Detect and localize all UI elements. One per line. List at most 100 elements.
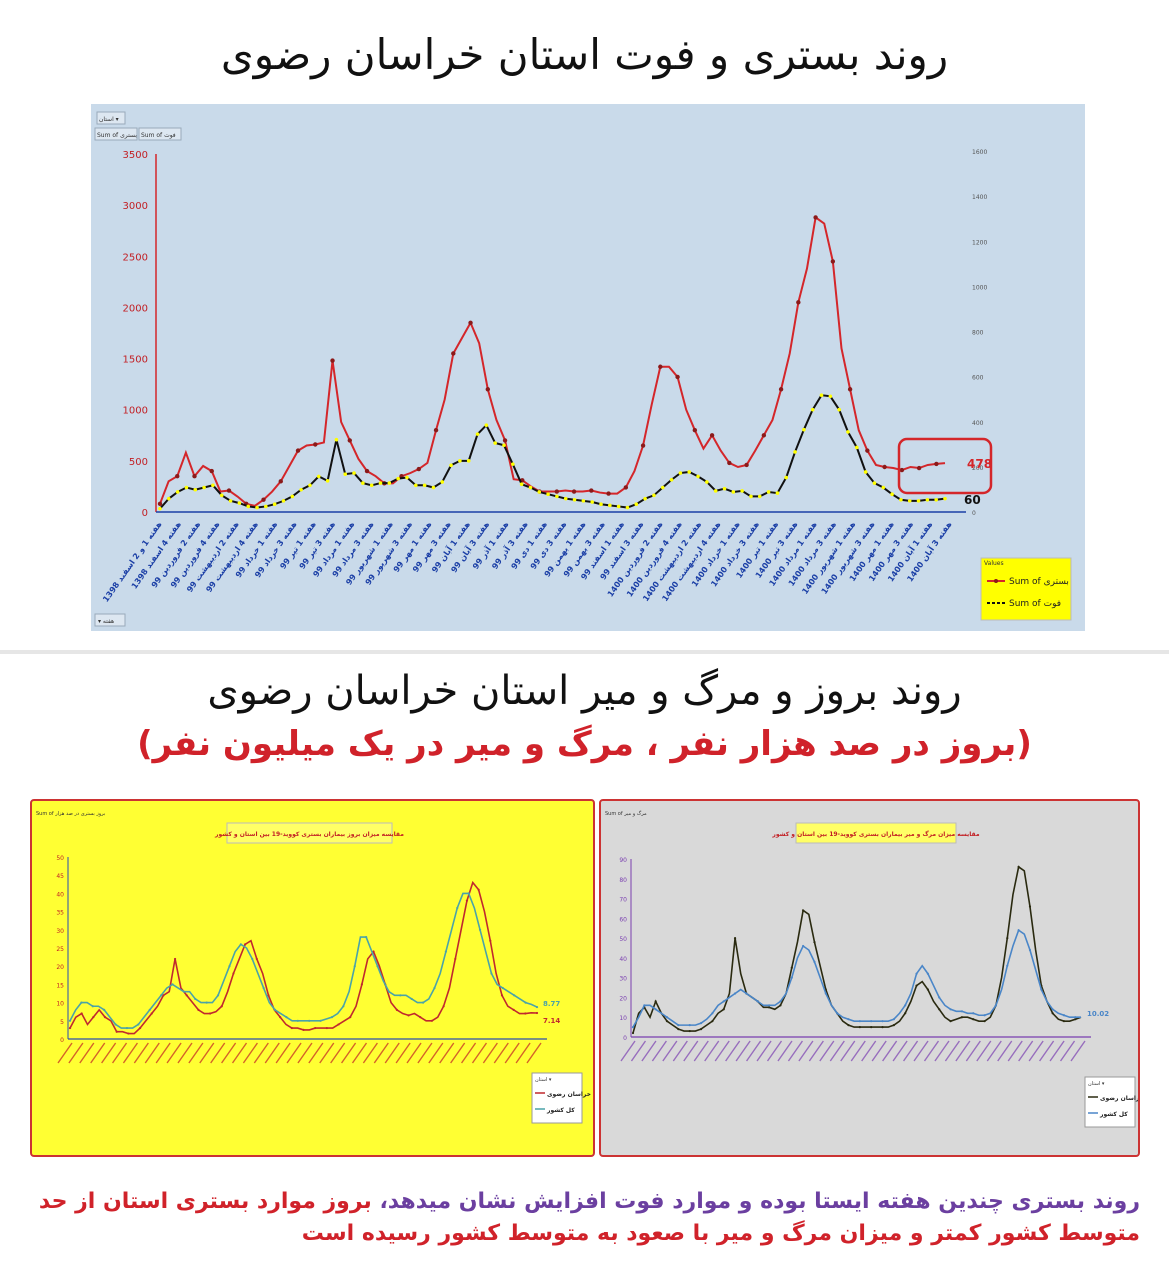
x-tick-mark (221, 1042, 237, 1064)
series-point (285, 1016, 288, 1019)
series-point (103, 1008, 106, 1011)
series-point (490, 972, 493, 975)
y-tick-label: 30 (56, 928, 64, 935)
series-point (813, 960, 816, 963)
y-tick-label: 20 (56, 964, 64, 971)
series-point (802, 944, 805, 948)
series-point (194, 997, 197, 1001)
y-tick-label: 60 (619, 916, 627, 923)
x-tick-mark (417, 1042, 433, 1064)
bottom-field-button (94, 613, 126, 627)
death-point (519, 482, 524, 486)
death-point (599, 502, 603, 507)
x-tick-mark (798, 1040, 814, 1062)
series-point (733, 992, 737, 995)
series-point (802, 909, 805, 912)
death-point (255, 505, 259, 510)
death-point (281, 499, 286, 503)
series-point (1006, 937, 1009, 940)
series-point (209, 1012, 212, 1015)
y-tick-label: 90 (619, 857, 627, 864)
x-tick-mark (840, 1040, 856, 1062)
series-point (267, 994, 270, 997)
series-line-hospital (159, 215, 946, 507)
death-point (819, 393, 824, 397)
left-tick-label: 3500 (123, 150, 148, 161)
series-point (677, 1027, 680, 1031)
death-end-label: 60 (964, 493, 981, 507)
death-point (687, 470, 692, 474)
field-button-label: Sum of فوت (141, 132, 176, 139)
series-point (983, 1020, 986, 1023)
series-point (994, 1004, 998, 1007)
series-point (858, 1026, 861, 1029)
series-point (870, 1026, 873, 1029)
death-point (193, 487, 198, 492)
chart-title-box (226, 822, 393, 844)
series-point (182, 990, 186, 993)
y-tick-label: 20 (619, 995, 627, 1002)
hospital-point (778, 387, 784, 392)
series-point (813, 940, 816, 944)
series-point (524, 1012, 527, 1015)
series-point (847, 1018, 850, 1021)
series-point (938, 996, 941, 999)
incidence-chart: Sum of بروز بستری در صد هزار مقایسه میزان… (36, 811, 591, 1124)
mortality-chart: Sum of مرگ و میر مقایسه میزان مرگ و میر ب… (605, 810, 1144, 1128)
y-tick-label: 0 (60, 1037, 64, 1044)
x-tick-mark (955, 1040, 971, 1062)
series-point (410, 997, 413, 1001)
series-point (501, 986, 504, 990)
death-point (757, 494, 762, 499)
series-point (1028, 948, 1032, 952)
hospital-point (313, 442, 318, 447)
series-point (722, 1008, 725, 1011)
death-point (352, 471, 356, 475)
series-point (171, 983, 174, 986)
field-button-label: Sum of بستری (97, 132, 137, 139)
x-tick-mark (1059, 1040, 1076, 1062)
highlight-box (897, 437, 993, 495)
series-point (342, 1005, 345, 1008)
x-tick-mark (286, 1042, 302, 1064)
series-point (251, 957, 254, 961)
death-point (925, 497, 930, 502)
death-point (316, 474, 321, 479)
x-tick-mark (693, 1040, 709, 1062)
death-point (211, 483, 215, 488)
series-point (80, 1001, 83, 1004)
hospital-point (709, 433, 715, 438)
hospital-point (451, 351, 456, 356)
x-tick-mark (428, 1042, 444, 1064)
death-point (916, 499, 921, 503)
death-point (175, 490, 180, 494)
series-point (665, 1020, 669, 1023)
series-point (779, 1000, 782, 1003)
death-point (722, 486, 727, 491)
death-point (325, 479, 330, 483)
y-tick-label: 80 (619, 877, 627, 884)
hospital-point (899, 467, 905, 473)
series-point (915, 972, 918, 975)
hospital-end-label: 478 (967, 457, 992, 471)
x-tick-mark (861, 1040, 877, 1062)
x-tick-mark (1018, 1040, 1034, 1062)
bottom-title: روند بروز و مرگ و میر استان خراسان رضوی (207, 668, 962, 714)
series-point (114, 1023, 117, 1026)
hospital-death-chart: استان ▾ Sum of بستری Sum of فوت ▾ هفته 0 500 1… (94, 111, 1072, 627)
death-point (731, 490, 736, 494)
x-tick-mark (177, 1042, 193, 1064)
series-point (1040, 988, 1043, 991)
filter-label: Sum of بروز بستری در صد هزار (36, 811, 105, 817)
series-point (353, 965, 356, 968)
series-point (419, 1016, 422, 1019)
death-point (440, 480, 445, 484)
series-point (91, 1005, 94, 1008)
y-tick-label: 45 (56, 873, 64, 880)
series-line (69, 880, 538, 1035)
series-point (972, 1012, 975, 1015)
series-point (513, 994, 516, 997)
death-point (625, 505, 630, 510)
hospital-point (830, 259, 836, 264)
series-point (824, 992, 827, 995)
